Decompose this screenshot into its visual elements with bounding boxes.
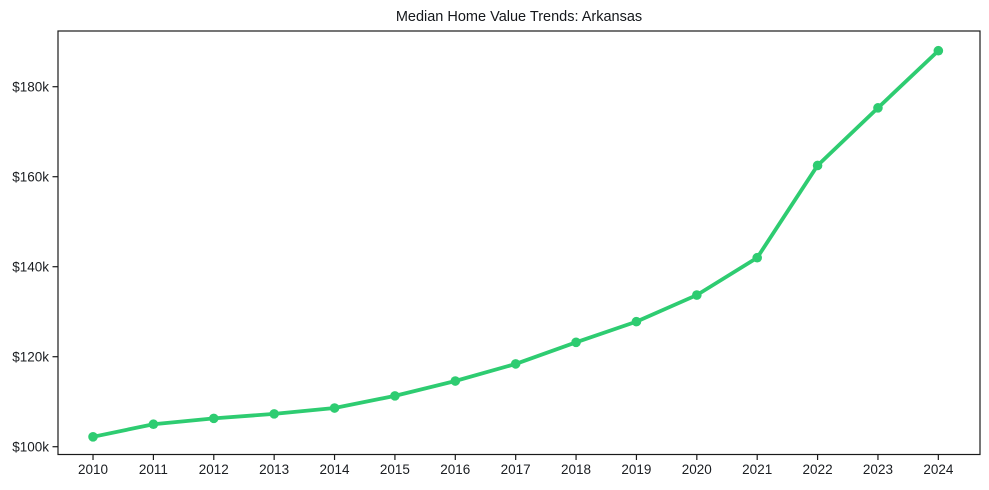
y-axis-tick-label: $180k [12,79,49,94]
axes-spines [57,30,981,456]
x-axis-tick-label: 2022 [803,462,833,477]
data-point-marker [148,419,159,430]
y-axis-tick-label: $160k [12,169,49,184]
x-axis-tick-label: 2020 [682,462,712,477]
data-point-marker [450,376,461,386]
data-point-marker [631,316,642,327]
x-axis-tick-label: 2019 [621,462,651,477]
x-axis-tick-label: 2012 [199,462,229,477]
data-point-marker [208,413,219,424]
data-point-marker [329,403,340,413]
x-axis-tick-label: 2018 [561,462,591,477]
x-axis-tick-label: 2014 [320,462,351,477]
x-axis-tick-label: 2015 [380,462,410,477]
data-point-marker [812,160,823,171]
data-point-marker [933,45,944,56]
chart-title: Median Home Value Trends: Arkansas [396,9,642,25]
y-axis-tick-label: $120k [12,349,49,364]
x-axis-tick-label: 2017 [501,462,531,477]
y-axis-tick-label: $100k [12,439,49,454]
x-axis-tick-label: 2013 [259,462,289,477]
x-axis-tick-label: 2023 [863,462,893,477]
trend-line [91,48,941,439]
x-axis-tick-label: 2024 [923,462,954,477]
data-point-marker [390,391,400,401]
data-point-marker [873,103,883,113]
y-axis-tick-label: $140k [12,259,49,274]
data-point-marker [692,290,702,300]
data-point-marker [752,252,762,263]
plot-area: $100k $120k $140k $160k $180k 2010 2011 2012 201… [12,30,981,477]
data-point-marker [510,359,521,369]
x-axis-tick-label: 2021 [742,462,772,477]
x-axis-tick-label: 2011 [139,462,168,477]
data-point-marker [269,409,279,419]
data-point-marker [571,337,581,348]
x-axis-tick-label: 2016 [440,462,470,477]
x-axis-tick-label: 2010 [78,462,108,477]
data-point-marker [88,432,98,442]
